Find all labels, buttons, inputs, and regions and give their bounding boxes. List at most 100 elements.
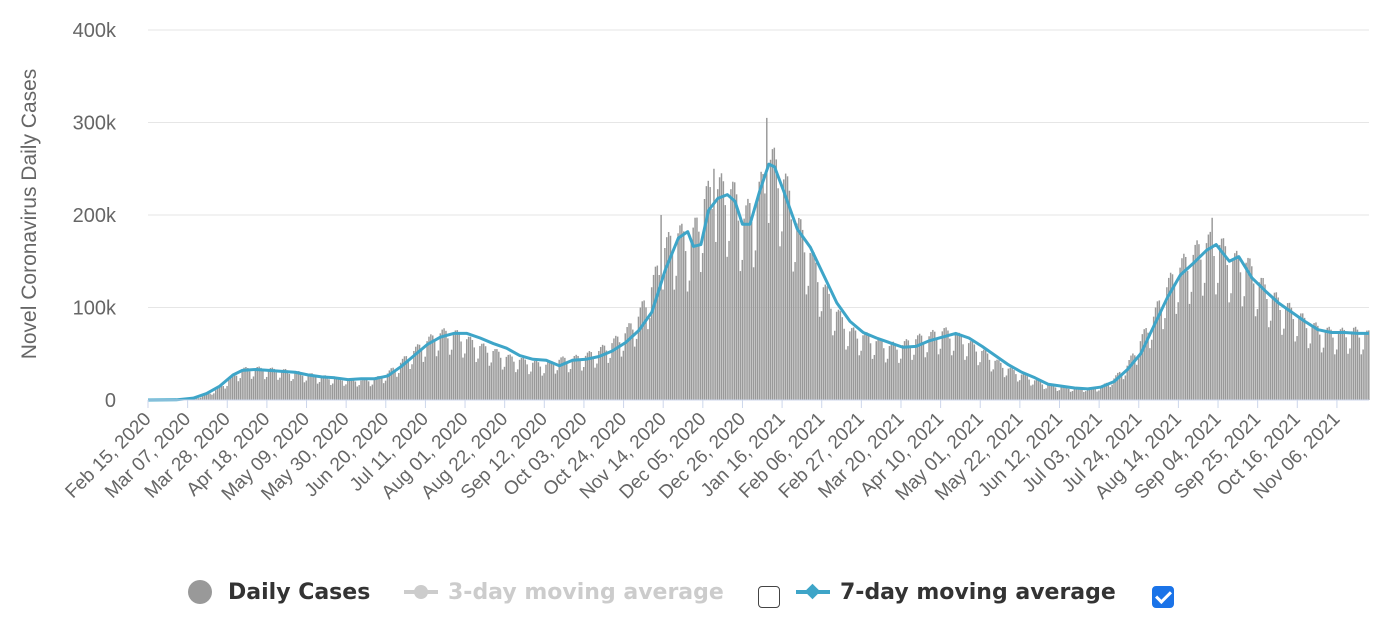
daily-case-bar — [516, 369, 519, 400]
daily-case-bar — [1292, 319, 1295, 400]
daily-case-bar — [1268, 327, 1270, 400]
daily-case-bar — [750, 221, 753, 400]
daily-case-bar — [1075, 387, 1078, 400]
daily-case-bar — [979, 362, 981, 400]
daily-case-bar — [896, 349, 898, 400]
daily-case-bar — [1173, 285, 1176, 400]
daily-case-bar — [718, 177, 721, 400]
daily-case-bar — [494, 349, 496, 400]
checkbox-3-day-average[interactable] — [758, 586, 780, 608]
daily-case-bar — [1030, 385, 1032, 400]
daily-case-bar — [613, 338, 615, 400]
daily-case-bar — [743, 218, 745, 400]
daily-case-bar — [1215, 294, 1217, 400]
daily-case-bar — [703, 199, 706, 400]
daily-case-bar — [1115, 375, 1117, 400]
daily-case-bar — [945, 327, 947, 400]
daily-case-bar — [433, 341, 436, 400]
daily-case-bar — [907, 340, 910, 400]
daily-case-bar — [437, 350, 440, 400]
legend-label-3-day-average: 3-day moving average — [448, 579, 724, 605]
daily-case-bar — [1326, 327, 1329, 400]
daily-case-bar — [1279, 310, 1281, 400]
daily-case-bar — [813, 252, 815, 400]
daily-case-bar — [1366, 330, 1368, 400]
daily-case-bar — [299, 372, 302, 400]
daily-case-bar — [1105, 382, 1108, 400]
daily-case-bar — [1235, 250, 1238, 400]
daily-case-bar — [1313, 323, 1315, 400]
daily-case-bar — [462, 357, 464, 400]
legend-item-7-day-average[interactable]: 7-day moving average — [796, 570, 1116, 614]
daily-case-bar — [771, 149, 774, 400]
daily-case-bar — [350, 378, 353, 400]
daily-case-bar — [962, 344, 964, 400]
daily-case-bar — [275, 372, 277, 400]
daily-case-bar — [847, 346, 849, 400]
daily-case-bar — [1364, 333, 1366, 400]
daily-case-bar — [1349, 348, 1351, 400]
daily-case-bar — [1098, 390, 1100, 400]
daily-case-bar — [903, 341, 906, 400]
legend-item-daily-cases[interactable]: Daily Cases — [188, 570, 370, 614]
daily-case-bar — [198, 398, 200, 400]
daily-case-bar — [1092, 387, 1094, 400]
daily-case-bar — [777, 188, 779, 400]
checkbox-7-day-average[interactable] — [1152, 586, 1174, 608]
daily-case-bar — [892, 341, 894, 400]
daily-case-bar — [998, 360, 1000, 400]
circle-marker-icon — [188, 580, 212, 604]
daily-case-bar — [732, 181, 734, 400]
daily-case-bar — [1069, 391, 1072, 400]
daily-case-bar — [594, 367, 596, 400]
daily-case-bar — [741, 259, 743, 400]
daily-case-bar — [764, 193, 766, 400]
daily-case-bar — [428, 336, 430, 400]
daily-case-bar — [1322, 347, 1325, 400]
daily-case-bar — [1073, 388, 1076, 400]
daily-case-bar — [690, 243, 693, 400]
daily-case-bar — [1275, 292, 1278, 400]
y-tick-label: 100k — [73, 298, 117, 320]
daily-case-bar — [860, 350, 862, 400]
daily-case-bar — [745, 205, 747, 400]
daily-case-bar — [615, 335, 617, 400]
daily-case-bar — [250, 378, 253, 400]
daily-case-bar — [407, 359, 409, 400]
y-axis-title: Novel Coronavirus Daily Cases — [18, 69, 41, 360]
legend-item-3-day-average[interactable]: 3-day moving average — [404, 570, 724, 614]
daily-case-bar — [1196, 240, 1198, 400]
daily-case-bar — [934, 331, 936, 400]
daily-case-bar — [832, 335, 834, 400]
daily-case-bar — [479, 346, 481, 400]
daily-case-bar — [790, 219, 793, 400]
daily-case-bar — [1271, 297, 1274, 400]
daily-case-bar — [1203, 282, 1206, 400]
daily-case-bar — [309, 373, 311, 400]
daily-case-bar — [662, 289, 664, 400]
daily-case-bar — [247, 368, 249, 400]
daily-case-bar — [1218, 245, 1221, 400]
daily-case-bar — [862, 335, 864, 400]
daily-case-bar — [1081, 389, 1083, 400]
daily-case-bar — [801, 229, 804, 400]
daily-case-bar — [403, 356, 406, 400]
daily-case-bar — [569, 369, 572, 400]
daily-case-bar — [528, 374, 530, 400]
daily-case-bar — [315, 377, 317, 400]
daily-case-bar — [841, 317, 844, 400]
daily-case-bar — [688, 280, 691, 400]
daily-case-bar — [881, 341, 883, 400]
daily-case-bar — [722, 181, 725, 400]
daily-case-bar — [1345, 337, 1347, 400]
daily-case-bar — [294, 372, 296, 400]
daily-case-bar — [922, 342, 925, 400]
daily-case-bar — [201, 396, 204, 400]
daily-case-bar — [996, 359, 998, 400]
daily-case-bar — [399, 362, 402, 400]
daily-case-bar — [1209, 231, 1212, 400]
daily-case-bar — [1047, 385, 1049, 400]
daily-case-bar — [775, 159, 777, 400]
daily-case-bar — [1130, 355, 1132, 400]
